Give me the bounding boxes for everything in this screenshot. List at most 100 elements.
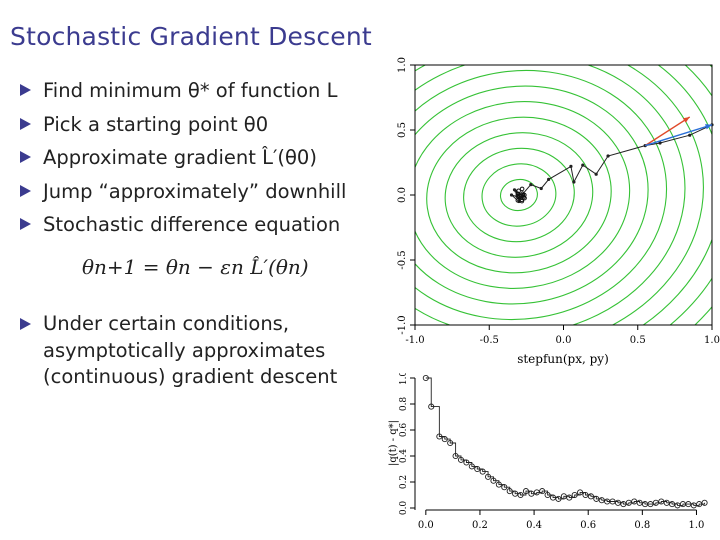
bullet-triangle-icon [20,84,31,96]
contour-line [415,65,712,325]
descent-path-point [529,183,533,187]
bullet-triangle-icon [20,151,31,163]
data-point [587,493,594,500]
x-tick-label: -0.5 [480,335,499,346]
bullet-item: Find minimum θ* of function L [20,74,346,108]
contour-line [415,65,712,325]
descent-path-point [581,163,585,167]
data-point [533,489,540,496]
contour-line [415,65,712,325]
bullet-item: Jump “approximately” downhill [20,175,346,209]
data-point [571,491,578,499]
x-tick-label: 0.5 [630,335,646,346]
data-point [663,499,670,506]
y-tick-label: -0.5 [397,250,408,269]
data-point [555,495,562,502]
bullet-triangle-icon [20,218,31,230]
contour-line [415,65,704,325]
y-tick-label: 0.8 [399,397,409,412]
data-point [669,501,676,508]
y-tick-label: 0.6 [399,423,409,438]
data-point [685,501,692,508]
data-point [598,497,605,504]
bullet-list: Find minimum θ* of function L Pick a sta… [20,74,346,242]
bullet-text-line: (continuous) gradient descent [43,365,338,388]
data-point [447,439,454,447]
bullet-item: Stochastic difference equation [20,208,346,242]
contour-line [415,65,712,325]
data-point [479,468,486,475]
descent-path-point [515,193,521,199]
bullet-item-conditions: Under certain conditions, asymptotically… [20,311,337,391]
contour-line [444,132,594,258]
data-point [674,502,681,509]
bullet-text-line: asymptotically approximates [43,338,326,362]
data-point [539,488,546,495]
data-point [522,488,530,495]
data-point [647,501,654,508]
contour-line [415,65,712,325]
bullet-text: Stochastic difference equation [43,213,341,236]
y-tick-label: 1.0 [397,57,408,73]
y-tick-label: 0.0 [397,187,408,203]
data-point [582,491,589,499]
x-tick-label: 1.0 [704,335,720,346]
y-tick-label: 0.4 [399,449,409,464]
contour-line [415,65,712,325]
descent-path-point [569,164,573,168]
data-point [625,499,632,506]
step-line [425,377,706,506]
data-point [506,488,513,495]
contour-line [415,101,631,289]
data-point [528,490,535,497]
x-tick-label: 0.8 [634,520,650,531]
descent-path-point [572,180,576,184]
descent-path-point [594,172,598,176]
x-tick-label: 1.0 [689,520,705,531]
contour-line [415,65,712,325]
data-point [701,499,708,506]
bullet-text: Find minimum θ* of function L [43,79,338,102]
x-tick-label: 0.4 [526,520,542,531]
bullet-item: Approximate gradient L̂′(θ0) [20,141,346,175]
descent-path-point [509,193,514,197]
data-point [490,477,497,484]
data-point [577,489,584,496]
gradient-arrow-head [705,124,712,130]
data-point [690,502,697,509]
x-axis-label: stepfun(px, py) [517,352,609,366]
data-point [614,499,622,506]
contour-line [415,85,649,305]
bullet-text-line: Under certain conditions, [43,312,290,335]
contour-line [463,147,575,243]
bullet-item: Pick a starting point θ0 [20,108,346,142]
contour-line [415,65,686,325]
data-point [428,403,435,410]
data-point [620,501,627,508]
descent-path-point [547,177,551,181]
plot-frame [414,64,713,326]
descent-path-point [522,195,527,201]
contour-line [415,69,668,321]
gradient-arrow-line [644,116,691,147]
descent-path-point [539,186,543,191]
y-axis-label: |q(t) - q*| [388,420,399,466]
data-point [422,374,429,382]
contour-line [415,65,712,325]
data-point [652,499,659,506]
data-point [468,463,475,470]
descent-path-point [512,188,517,192]
x-tick-label: 0.2 [472,520,488,531]
gradient-arrow-head [682,117,690,123]
data-point [544,491,551,499]
gradient-arrow-line [644,124,713,147]
descent-path-point [519,186,525,192]
x-tick-label: 0.6 [580,520,596,531]
bullet-text: Pick a starting point θ0 [43,112,269,136]
data-point [485,473,492,480]
y-tick-label: 0.5 [397,122,408,138]
data-point [658,498,665,505]
bullet-triangle-icon [20,184,31,197]
x-tick-label: 0.0 [556,335,572,346]
data-point [560,493,567,500]
